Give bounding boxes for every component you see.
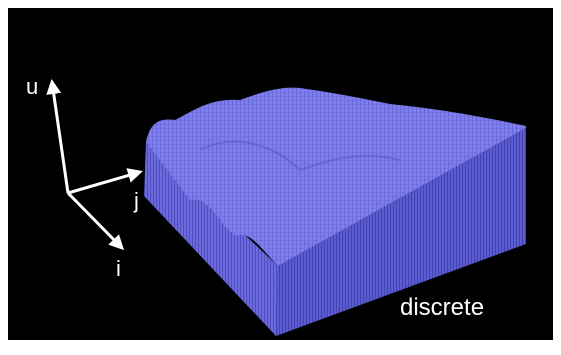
axis-label: j — [133, 188, 139, 213]
page: u j i discrete (() => { const data = JSO… — [0, 0, 561, 355]
axis-label: u — [26, 74, 38, 99]
figure: u j i discrete — [0, 0, 561, 355]
axis-label: i — [116, 256, 121, 281]
caption: discrete — [400, 294, 484, 321]
